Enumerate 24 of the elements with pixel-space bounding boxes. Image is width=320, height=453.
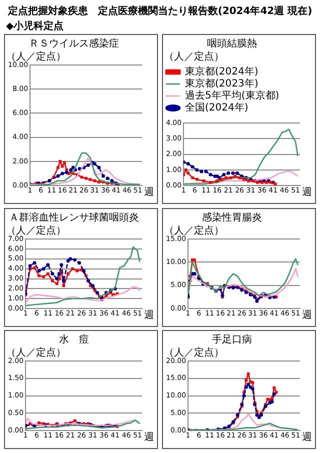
y-axis-title: （人／定点） bbox=[164, 346, 224, 359]
chart-title: 手足口病 bbox=[212, 334, 252, 346]
chart-title: 水 痘 bbox=[59, 334, 89, 346]
x-axis-title: 週 bbox=[302, 310, 312, 322]
legend-label: 全国(2024年) bbox=[185, 102, 248, 114]
legend-label: 東京都(2024年) bbox=[185, 66, 258, 78]
y-axis-title: （人／定点） bbox=[6, 50, 66, 63]
legend-label: 東京都(2023年) bbox=[185, 78, 258, 90]
chart-title: ＲＳウイルス感染症 bbox=[29, 38, 119, 50]
legend-label: 過去5年平均(東京都) bbox=[185, 90, 280, 102]
x-axis-title: 週 bbox=[144, 310, 154, 322]
x-axis-title: 週 bbox=[302, 187, 312, 198]
text: 定点把握対象疾患 定点医療機関当たり報告数(2024年42週 現在) bbox=[6, 4, 314, 18]
x-axis-title: 週 bbox=[144, 432, 154, 444]
text: ◆小児科定点 bbox=[6, 19, 64, 33]
y-axis-title: （人／定点） bbox=[164, 224, 224, 237]
y-axis-title: （人／定点） bbox=[6, 346, 66, 359]
y-axis-title: （人／定点） bbox=[6, 224, 66, 237]
x-axis-title: 週 bbox=[144, 187, 154, 198]
chart-title: 感染性胃腸炎 bbox=[202, 212, 262, 224]
chart-title: Ａ群溶血性レンサ球菌咽頭炎 bbox=[9, 212, 139, 224]
x-axis-title: 週 bbox=[302, 432, 312, 444]
chart-title: 咽頭結膜熱 bbox=[207, 38, 257, 50]
y-axis-title: （人／定点） bbox=[164, 50, 224, 63]
